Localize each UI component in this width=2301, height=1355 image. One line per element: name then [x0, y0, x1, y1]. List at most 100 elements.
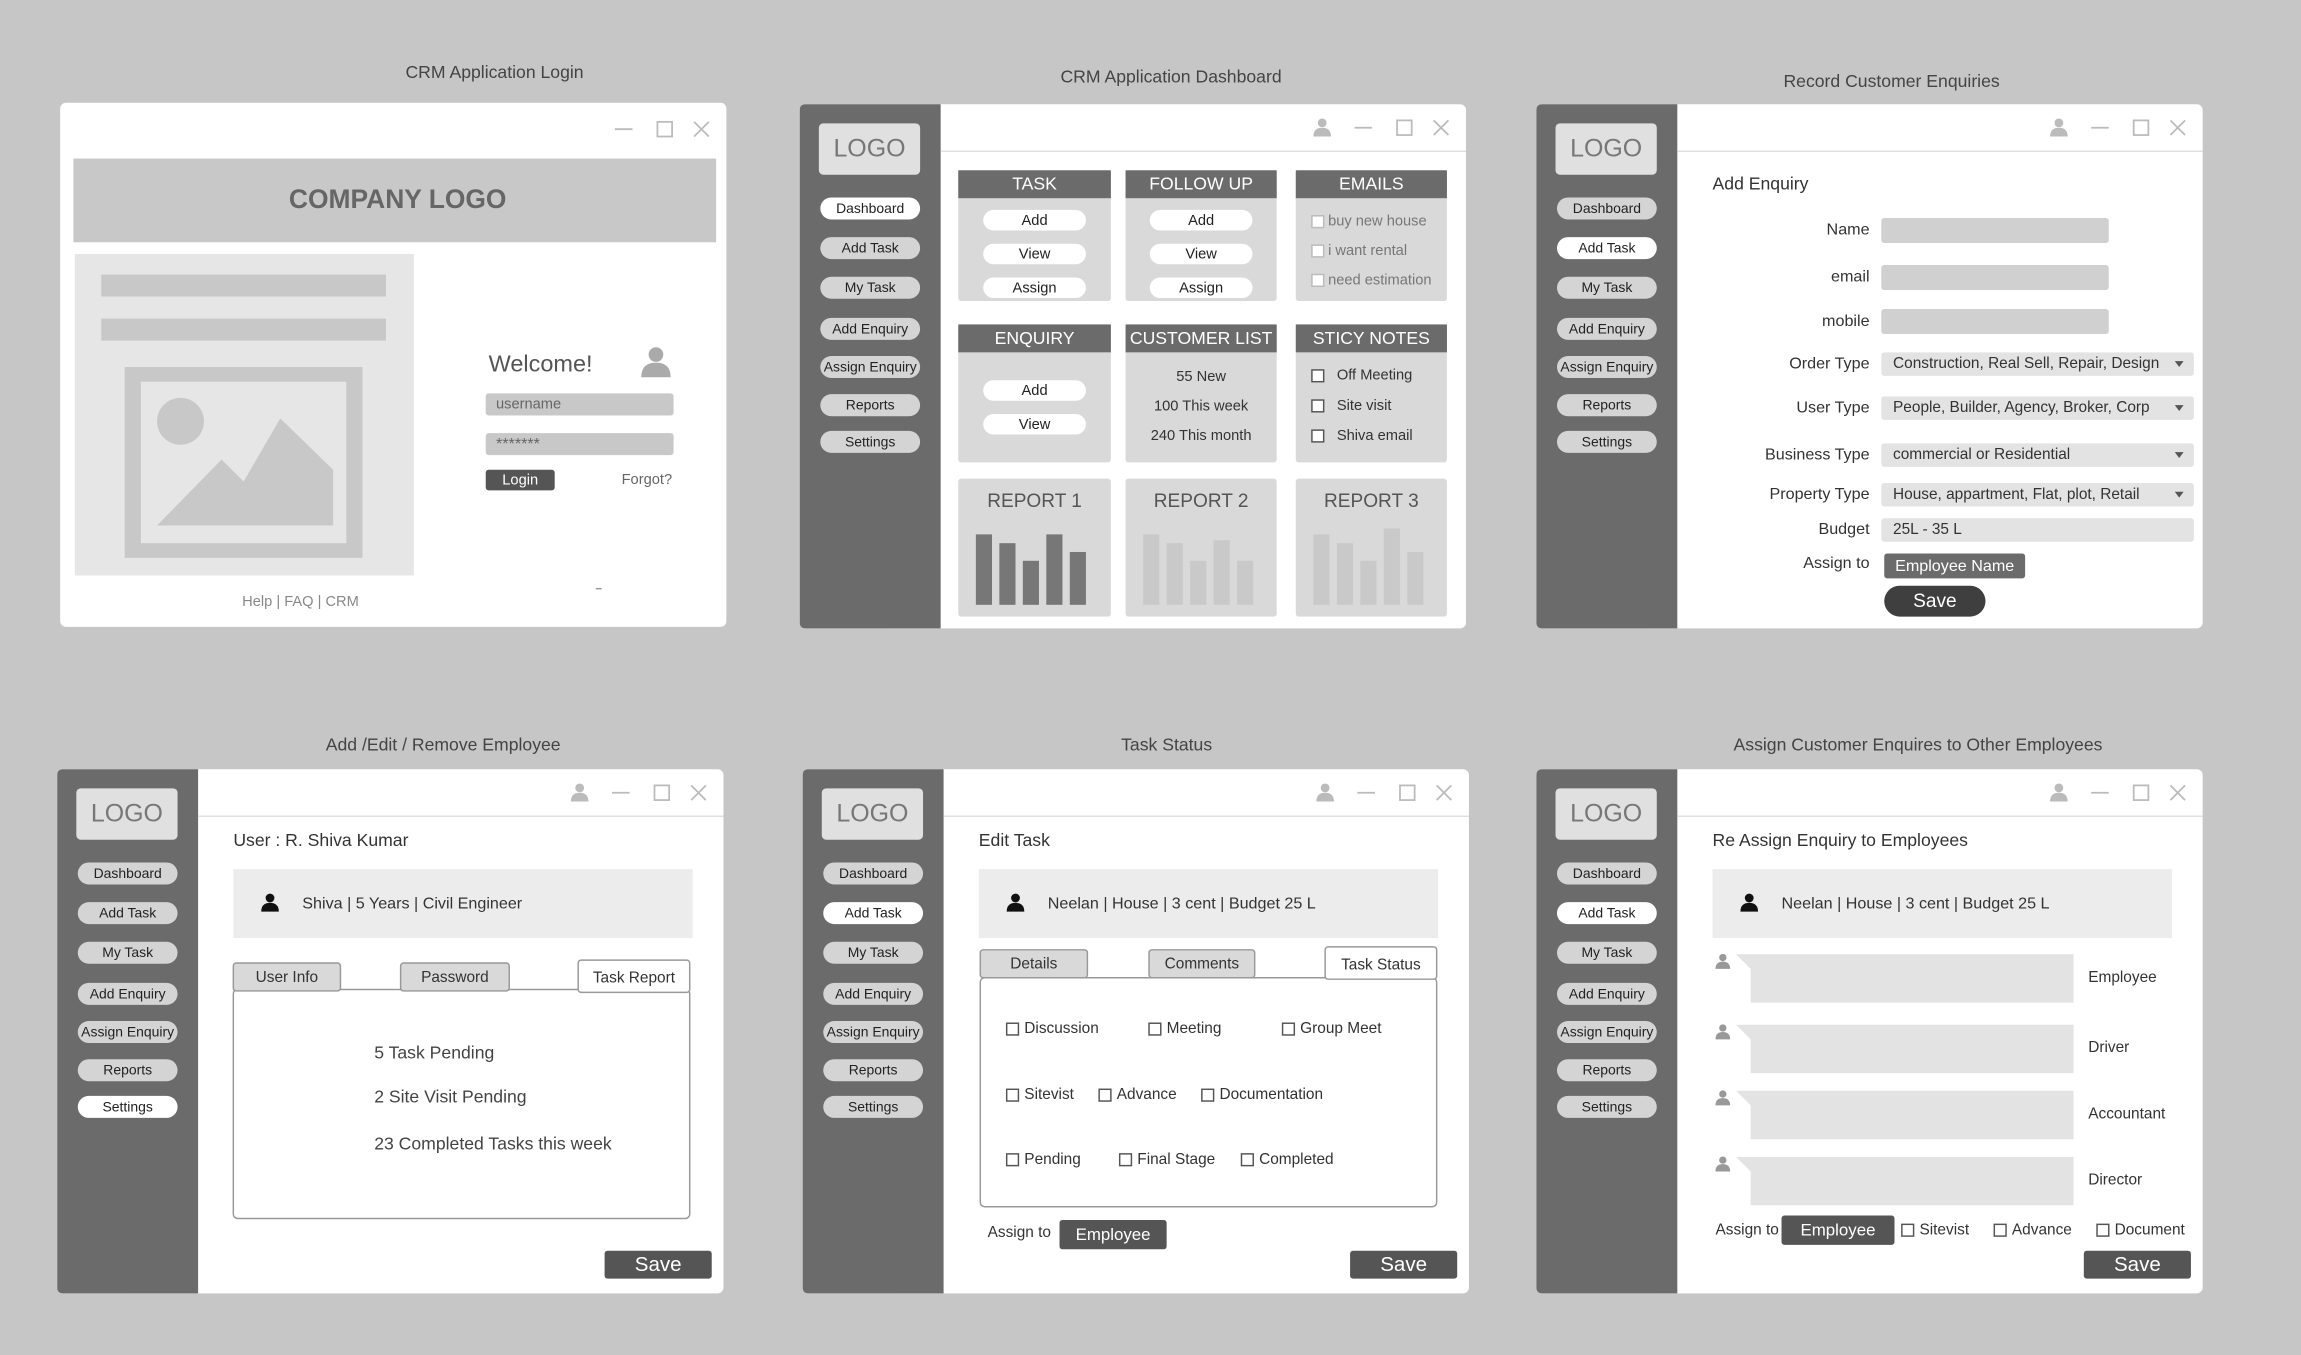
assign-button[interactable]: [1059, 1219, 1167, 1250]
nav-button[interactable]: [823, 982, 924, 1005]
comment-box[interactable]: [1736, 1024, 2074, 1074]
save-button[interactable]: [2083, 1250, 2191, 1279]
nav-button[interactable]: [77, 902, 178, 925]
nav-button[interactable]: [1556, 941, 1657, 964]
nav-button[interactable]: [820, 355, 921, 379]
card-button[interactable]: [983, 243, 1086, 265]
close-icon[interactable]: [1436, 784, 1452, 801]
close-icon[interactable]: [693, 121, 710, 138]
card-button[interactable]: [983, 209, 1086, 231]
checkbox[interactable]: [1311, 244, 1325, 258]
checkbox[interactable]: [1281, 1022, 1296, 1036]
checkbox[interactable]: [1118, 1153, 1133, 1167]
nav-button[interactable]: [823, 1021, 924, 1044]
save-button[interactable]: [1350, 1250, 1458, 1279]
card-button[interactable]: [983, 413, 1086, 435]
tab[interactable]: [979, 949, 1089, 979]
card-button[interactable]: [983, 380, 1086, 401]
save-button[interactable]: [1884, 585, 1986, 617]
text-input[interactable]: [1881, 264, 2109, 290]
nav-button[interactable]: [823, 1095, 924, 1118]
checkbox[interactable]: [1901, 1223, 1915, 1237]
checkbox[interactable]: [1098, 1088, 1112, 1102]
tab[interactable]: [232, 962, 342, 992]
nav-button[interactable]: [823, 902, 924, 925]
checkbox[interactable]: [1005, 1088, 1020, 1102]
comment-box[interactable]: [1736, 1156, 2074, 1206]
login-button[interactable]: [485, 469, 555, 491]
nav-button[interactable]: [1556, 197, 1657, 220]
nav-button[interactable]: [820, 430, 921, 453]
nav-button[interactable]: [1556, 902, 1657, 925]
dropdown[interactable]: [1881, 396, 2194, 420]
tab[interactable]: [399, 962, 510, 992]
checkbox[interactable]: [1311, 273, 1325, 288]
checkbox[interactable]: [1311, 399, 1325, 413]
close-icon[interactable]: [2169, 119, 2186, 136]
nav-button[interactable]: [1556, 317, 1657, 340]
nav-button[interactable]: [823, 862, 924, 885]
card-button[interactable]: [1149, 277, 1253, 299]
nav-button[interactable]: [820, 276, 921, 299]
card-button[interactable]: [1149, 209, 1253, 231]
comment-box[interactable]: [1736, 1090, 2074, 1140]
checkbox[interactable]: [1311, 429, 1325, 443]
nav-button[interactable]: [1556, 1021, 1657, 1044]
nav-button[interactable]: [1556, 430, 1657, 453]
nav-button[interactable]: [77, 862, 178, 885]
nav-button[interactable]: [823, 1059, 924, 1082]
maximize-icon[interactable]: [2132, 119, 2150, 136]
nav-button[interactable]: [77, 1059, 178, 1082]
assign-button[interactable]: [1781, 1215, 1895, 1245]
comment-box[interactable]: [1736, 954, 2074, 1003]
text-input[interactable]: [1881, 218, 2109, 243]
tab[interactable]: [1148, 949, 1256, 979]
maximize-icon[interactable]: [1396, 119, 1413, 136]
dropdown[interactable]: [1881, 443, 2194, 467]
checkbox[interactable]: [1311, 369, 1325, 383]
text-input[interactable]: [1881, 309, 2109, 334]
maximize-icon[interactable]: [653, 784, 671, 801]
save-button[interactable]: [604, 1250, 712, 1279]
nav-button[interactable]: [820, 237, 921, 260]
nav-button[interactable]: [1556, 237, 1657, 260]
tab-active[interactable]: [577, 959, 691, 994]
checkbox[interactable]: [1148, 1022, 1162, 1036]
close-icon[interactable]: [1433, 119, 1450, 136]
budget-input[interactable]: [1881, 518, 2194, 542]
card-button[interactable]: [1149, 243, 1253, 265]
username-field[interactable]: [485, 393, 674, 416]
checkbox[interactable]: [1201, 1088, 1215, 1102]
nav-button[interactable]: [820, 394, 921, 417]
dropdown[interactable]: [1881, 482, 2194, 507]
nav-button[interactable]: [77, 1021, 178, 1044]
card-button[interactable]: [983, 277, 1086, 299]
checkbox[interactable]: [1993, 1223, 2007, 1237]
checkbox[interactable]: [1005, 1153, 1020, 1167]
checkbox[interactable]: [1005, 1022, 1020, 1036]
nav-button[interactable]: [820, 317, 921, 340]
checkbox[interactable]: [1311, 215, 1325, 229]
nav-button[interactable]: [820, 197, 921, 220]
nav-button[interactable]: [1556, 355, 1657, 379]
nav-button[interactable]: [1556, 1059, 1657, 1082]
nav-button[interactable]: [77, 982, 178, 1005]
maximize-icon[interactable]: [656, 120, 673, 138]
dropdown[interactable]: [1881, 352, 2194, 376]
close-icon[interactable]: [2169, 784, 2186, 801]
assign-button[interactable]: [1884, 553, 2026, 579]
nav-button[interactable]: [1556, 982, 1657, 1005]
nav-button[interactable]: [77, 941, 178, 964]
nav-button[interactable]: [1556, 394, 1657, 417]
checkbox[interactable]: [2096, 1223, 2110, 1237]
nav-button[interactable]: [1556, 862, 1657, 885]
nav-button[interactable]: [823, 941, 924, 964]
password-field[interactable]: [485, 433, 674, 456]
nav-button[interactable]: [1556, 1095, 1657, 1118]
nav-button[interactable]: [1556, 276, 1657, 299]
checkbox[interactable]: [1240, 1153, 1254, 1167]
close-icon[interactable]: [690, 784, 707, 801]
maximize-icon[interactable]: [1399, 784, 1416, 801]
tab-active[interactable]: [1324, 946, 1438, 980]
nav-button[interactable]: [77, 1095, 178, 1118]
